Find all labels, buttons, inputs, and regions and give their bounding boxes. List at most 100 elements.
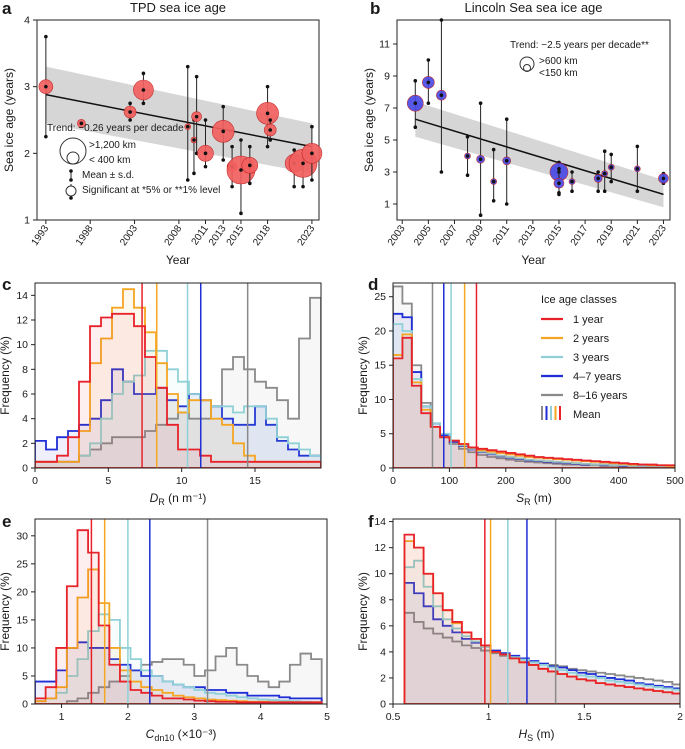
hist-series-1 xyxy=(35,529,323,704)
x-tick-label: 2008 xyxy=(163,223,185,248)
x-axis-label-main: H xyxy=(518,727,527,741)
y-tick-label: 3 xyxy=(24,81,30,93)
y-tick-label: 0 xyxy=(380,699,386,711)
error-bar-cap xyxy=(426,101,431,105)
y-tick-label: 4 xyxy=(24,15,30,27)
x-tick-label: 2 xyxy=(125,711,131,723)
x-tick-label: 2003 xyxy=(386,223,408,248)
x-tick-label: 100 xyxy=(441,475,459,487)
x-tick-label: 2017 xyxy=(569,223,591,248)
mean-dot xyxy=(504,159,509,163)
trend-line xyxy=(415,118,664,196)
y-tick-label: 8 xyxy=(22,364,28,376)
y-tick-label: 25 xyxy=(16,558,28,570)
x-axis-label-main: S xyxy=(516,491,524,505)
panel-b: b Lincoln Sea sea ice age 2003 2005 2007 2009… xyxy=(362,0,671,267)
error-bar-cap xyxy=(609,152,614,157)
legend-sig: Significant at *5% or **1% level xyxy=(82,185,220,196)
x-tick-label: 0 xyxy=(32,475,38,487)
error-bar-cap xyxy=(268,138,273,142)
y-tick-label: 0 xyxy=(380,463,386,475)
x-axis-label: Cdn10 (×10⁻³) xyxy=(146,727,217,743)
mean-dot xyxy=(194,114,199,119)
y-tick-label: 11 xyxy=(379,39,390,51)
mean-dot xyxy=(661,176,666,181)
error-bar-cap xyxy=(310,178,314,182)
x-axis-label: Year xyxy=(166,253,190,267)
error-bar-cap xyxy=(609,179,614,184)
legend-title: Ice age classes xyxy=(541,294,617,306)
error-bar-cap xyxy=(44,134,48,139)
y-tick-label: 10 xyxy=(374,394,386,406)
error-bar-cap xyxy=(570,170,574,174)
error-bar-cap xyxy=(185,178,190,182)
y-tick-label: 0 xyxy=(22,463,28,475)
x-tick-label: 4 xyxy=(258,711,264,723)
mean-dot xyxy=(141,88,146,92)
error-bar-cap xyxy=(596,170,600,174)
x-tick-label: 1.5 xyxy=(577,711,592,723)
x-tick-label: 3 xyxy=(191,711,197,723)
y-tick-label: 15 xyxy=(16,614,28,626)
error-bar-cap xyxy=(230,184,234,189)
error-bar-cap xyxy=(478,101,483,105)
plot-frame xyxy=(36,19,320,221)
error-bar-cap xyxy=(439,18,444,22)
legend-label-4: 4–7 years xyxy=(573,371,622,383)
y-tick-label: 0 xyxy=(22,699,28,711)
panel-f: f 0.5 1 1.5 2 0 2 4 6 8 10 12 14 HS (m) Frequency (%) xyxy=(356,512,683,743)
error-bar-cap xyxy=(596,189,600,193)
mean-dot xyxy=(596,176,600,181)
legend-cap xyxy=(69,196,73,200)
error-bar-cap xyxy=(141,71,146,76)
x-tick-label: 1993 xyxy=(30,223,52,248)
legend-size-small-circle xyxy=(66,151,80,165)
x-tick-label: 5 xyxy=(324,711,330,723)
error-bar-cap xyxy=(602,189,607,193)
y-tick-label: 10 xyxy=(374,568,386,580)
mean-dot xyxy=(203,151,208,156)
x-tick-label: 2015 xyxy=(543,223,565,248)
plot-frame xyxy=(34,518,328,705)
error-bar-cap xyxy=(478,213,483,217)
error-bar-cap xyxy=(310,124,314,129)
hist-series-3 xyxy=(393,323,675,468)
x-axis-label-unit: (m) xyxy=(531,491,552,505)
x-tick-label: 0 xyxy=(390,475,396,487)
x-tick-label: 500 xyxy=(666,475,684,487)
error-bar-cap xyxy=(221,158,226,162)
error-bar-cap xyxy=(292,184,296,189)
error-bar-cap xyxy=(265,144,270,149)
error-bar-cap xyxy=(239,211,243,216)
legend-size-small-circle xyxy=(523,64,531,72)
x-tick-label: 2023 xyxy=(296,223,318,248)
x-axis-label-unit: (m) xyxy=(533,727,554,741)
y-tick-label: 7 xyxy=(384,103,390,115)
y-tick-label: 20 xyxy=(374,325,386,337)
error-bar-cap xyxy=(491,147,496,152)
y-tick-label: 10 xyxy=(16,642,28,654)
x-tick-label: 1998 xyxy=(74,223,96,248)
panel-letter: a xyxy=(2,0,12,18)
mean-dot xyxy=(439,93,444,97)
mean-dot xyxy=(268,128,273,132)
y-tick-label: 6 xyxy=(380,620,386,632)
error-bar-cap xyxy=(635,189,640,193)
y-tick-label: 20 xyxy=(16,586,28,598)
mean-dot xyxy=(221,129,226,134)
mean-dot xyxy=(413,101,418,105)
y-tick-label: 15 xyxy=(374,360,386,372)
mean-dot xyxy=(609,165,614,169)
error-bar-cap xyxy=(141,101,146,106)
mean-dot xyxy=(465,154,470,158)
x-tick-label: 2023 xyxy=(647,223,669,248)
x-tick-label: 1 xyxy=(59,711,65,723)
x-tick-label: 1 xyxy=(486,711,492,723)
x-tick-label: 2015 xyxy=(225,223,247,248)
panel-title: Lincoln Sea sea ice age xyxy=(464,0,602,15)
panel-letter: e xyxy=(2,512,11,531)
y-tick-label: 1 xyxy=(24,215,30,227)
legend-size-small: <150 km xyxy=(539,68,578,79)
y-axis-label: Frequency (%) xyxy=(0,336,12,415)
x-tick-label: 15 xyxy=(249,475,261,487)
